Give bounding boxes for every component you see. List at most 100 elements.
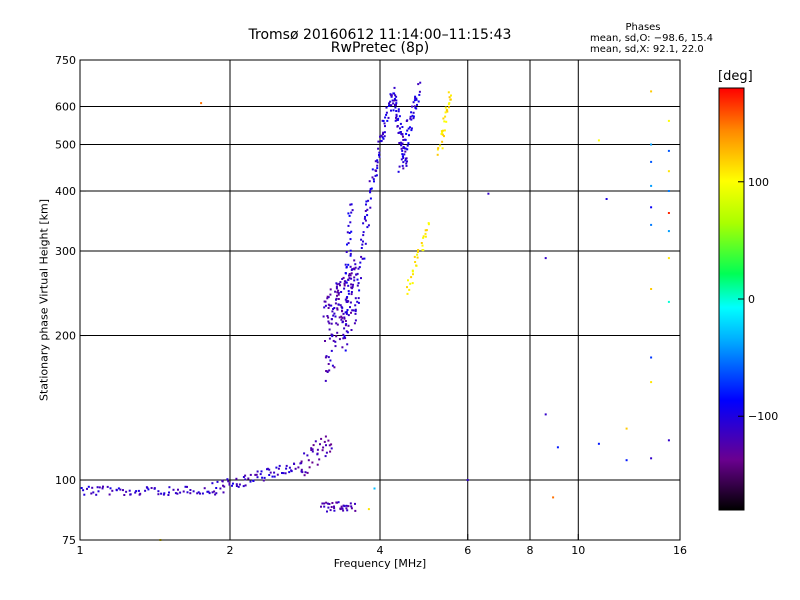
echo-point — [369, 188, 372, 190]
echo-point — [350, 291, 353, 293]
echo-point — [355, 273, 358, 276]
echo-point — [370, 187, 373, 190]
echo-point — [365, 200, 368, 203]
echo-point — [345, 310, 348, 313]
echo-point — [311, 450, 314, 453]
echo-point — [445, 109, 448, 112]
echo-point — [377, 140, 380, 143]
echo-point — [288, 466, 291, 469]
echo-point — [335, 335, 338, 338]
echo-point — [344, 263, 347, 266]
echo-point — [383, 122, 386, 125]
echo-point — [174, 492, 177, 495]
echo-point — [310, 447, 313, 450]
echo-point — [216, 480, 219, 483]
echo-point — [402, 139, 405, 141]
echo-point — [667, 119, 670, 122]
echo-point — [650, 160, 653, 163]
echo-point — [301, 471, 304, 474]
echo-point — [390, 95, 393, 98]
echo-point — [328, 328, 331, 331]
echo-point — [410, 111, 413, 114]
echo-point — [312, 444, 315, 447]
echo-point — [405, 157, 407, 160]
echo-point — [417, 100, 420, 103]
echo-point — [282, 472, 285, 475]
echo-point — [139, 492, 142, 495]
echo-point — [333, 312, 336, 315]
echo-point — [406, 144, 409, 147]
echo-point — [338, 282, 341, 285]
echo-point — [244, 484, 247, 487]
echo-point — [214, 493, 217, 496]
echo-point — [254, 473, 257, 476]
echo-point — [351, 309, 354, 312]
echo-point — [395, 102, 398, 105]
echo-point — [411, 114, 414, 117]
echo-point — [211, 491, 214, 494]
echo-point — [252, 479, 255, 482]
echo-point — [350, 329, 353, 331]
echo-point — [324, 455, 327, 458]
echo-point — [421, 244, 424, 247]
echo-point — [357, 282, 360, 285]
echo-point — [404, 159, 407, 162]
echo-point — [344, 272, 347, 275]
echo-point — [278, 464, 281, 467]
echo-point — [403, 153, 406, 156]
echo-point — [360, 277, 362, 280]
echo-point — [400, 158, 403, 161]
echo-point — [325, 355, 328, 358]
echo-point — [106, 485, 109, 488]
colorbar-tick-label: 100 — [748, 176, 769, 189]
echo-point — [383, 135, 386, 138]
echo-point — [306, 454, 309, 457]
echo-point — [415, 264, 418, 267]
echo-point — [160, 492, 163, 495]
y-tick-label: 400 — [55, 185, 76, 198]
echo-point — [323, 300, 326, 303]
echo-point — [354, 310, 357, 313]
echo-point — [395, 110, 398, 112]
echo-point — [342, 333, 345, 336]
echo-point — [285, 464, 288, 467]
echo-point — [284, 472, 287, 475]
echo-point — [353, 276, 356, 279]
echo-point — [369, 206, 372, 209]
echo-point — [223, 485, 226, 488]
echo-point — [350, 277, 353, 280]
echo-point — [401, 126, 404, 128]
echo-point — [409, 282, 412, 285]
echo-point — [129, 493, 132, 496]
echo-point — [425, 229, 428, 232]
echo-point — [348, 232, 351, 234]
echo-point — [340, 315, 343, 318]
echo-point — [625, 427, 628, 430]
echo-point — [346, 296, 349, 298]
echo-point — [416, 253, 419, 256]
echo-point — [378, 154, 380, 156]
echo-point — [323, 440, 326, 443]
echo-point — [650, 457, 653, 460]
echo-point — [344, 324, 347, 327]
echo-point — [326, 510, 328, 513]
echo-point — [349, 249, 352, 252]
echo-point — [410, 127, 413, 130]
echo-point — [354, 502, 356, 505]
echo-point — [356, 272, 359, 275]
echo-point — [192, 490, 195, 493]
echo-point — [367, 508, 370, 511]
echo-point — [331, 335, 334, 338]
echo-point — [300, 468, 303, 471]
echo-point — [228, 483, 231, 486]
echo-point — [415, 97, 418, 100]
echo-point — [300, 462, 303, 465]
echo-point — [443, 129, 446, 132]
echo-point — [341, 278, 344, 280]
echo-point — [341, 316, 344, 319]
echo-point — [556, 446, 559, 449]
echo-point — [392, 92, 395, 95]
echo-point — [328, 304, 331, 307]
echo-point — [450, 94, 452, 97]
echo-point — [342, 509, 345, 512]
